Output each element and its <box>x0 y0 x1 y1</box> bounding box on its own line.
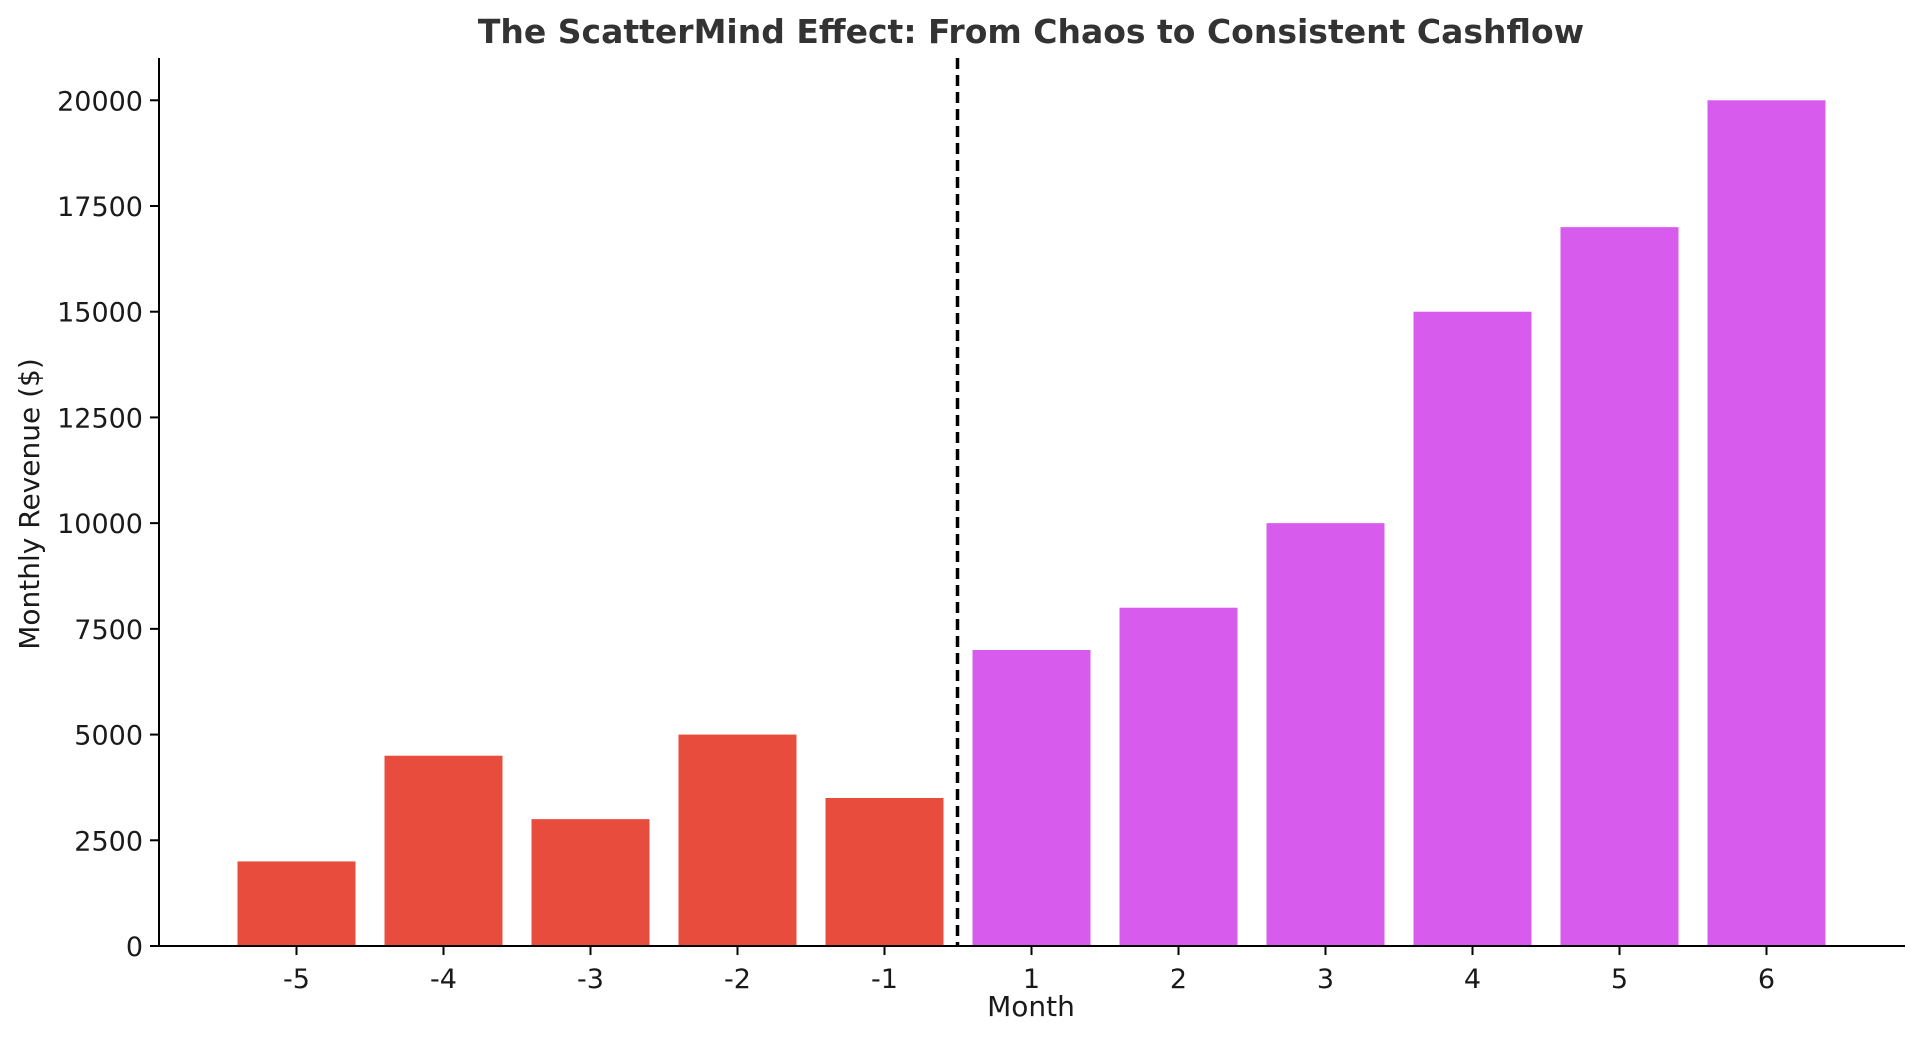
y-tick-label: 2500 <box>74 826 143 857</box>
y-tick-label: 17500 <box>57 192 143 223</box>
x-ticks: -5 -4 -3 -2 -1 1 2 3 4 5 6 <box>283 946 1775 995</box>
y-axis-label: Monthly Revenue ($) <box>13 358 46 650</box>
x-tick-label: 5 <box>1611 964 1628 995</box>
x-tick-label: 4 <box>1464 964 1481 995</box>
y-tick-label: 20000 <box>57 86 143 117</box>
bars-layer <box>237 100 1826 947</box>
chart-title: The ScatterMind Effect: From Chaos to Co… <box>478 12 1584 51</box>
x-axis-label: Month <box>987 990 1075 1023</box>
x-tick-label: 1 <box>1023 964 1040 995</box>
bar-month--3 <box>531 819 650 946</box>
bar-month--2 <box>678 734 797 946</box>
x-tick-label: -1 <box>871 964 898 995</box>
bar-month-5 <box>1560 227 1679 947</box>
y-tick-label: 12500 <box>57 403 143 434</box>
bar-month--5 <box>237 861 356 946</box>
x-tick-label: -4 <box>430 964 457 995</box>
x-tick-label: -3 <box>577 964 604 995</box>
bar-month-3 <box>1266 523 1385 946</box>
y-ticks: 0 2500 5000 7500 10000 12500 15000 17500 20000 <box>57 86 159 963</box>
bar-month-2 <box>1119 607 1238 946</box>
y-tick-label: 5000 <box>74 721 143 752</box>
bar-month--1 <box>825 798 944 946</box>
x-tick-label: 2 <box>1170 964 1187 995</box>
x-tick-label: 3 <box>1317 964 1334 995</box>
y-tick-label: 0 <box>126 932 143 963</box>
x-tick-label: -5 <box>283 964 310 995</box>
bar-month-6 <box>1707 100 1826 947</box>
y-tick-label: 15000 <box>57 298 143 329</box>
bar-month--4 <box>384 755 503 946</box>
y-tick-label: 10000 <box>57 509 143 540</box>
bar-month-4 <box>1413 311 1532 946</box>
bar-month-1 <box>972 650 1091 946</box>
x-tick-label: -2 <box>724 964 751 995</box>
x-tick-label: 6 <box>1758 964 1775 995</box>
y-tick-label: 7500 <box>74 615 143 646</box>
